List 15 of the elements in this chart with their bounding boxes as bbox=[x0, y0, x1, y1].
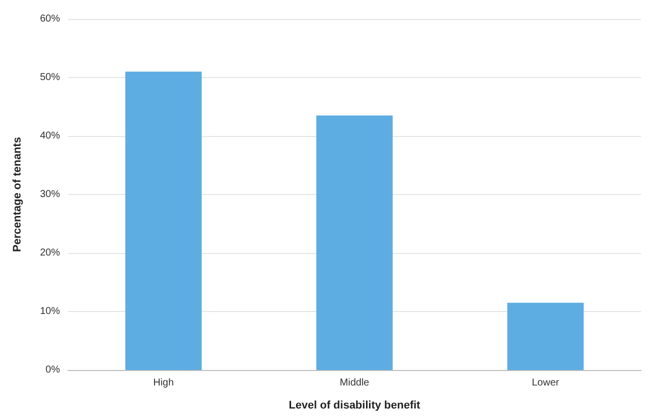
y-tick-label: 60% bbox=[40, 14, 60, 24]
x-tick-label: High bbox=[153, 378, 174, 388]
y-tick-label: 50% bbox=[40, 72, 60, 83]
bar bbox=[125, 72, 202, 370]
y-tick-label: 40% bbox=[40, 130, 60, 142]
y-tick-label: 30% bbox=[40, 189, 60, 200]
bar bbox=[507, 302, 584, 370]
y-tick-label: 20% bbox=[40, 248, 60, 258]
bar bbox=[316, 116, 393, 370]
x-tick-label: Middle bbox=[340, 378, 370, 388]
y-tick-label: 10% bbox=[40, 306, 60, 317]
x-tick-label: Lower bbox=[532, 378, 560, 388]
y-tick-label: 0% bbox=[46, 364, 60, 376]
y-axis-title: Percentage of tenants bbox=[12, 137, 24, 252]
x-axis-title: Level of disability benefit bbox=[288, 400, 421, 412]
